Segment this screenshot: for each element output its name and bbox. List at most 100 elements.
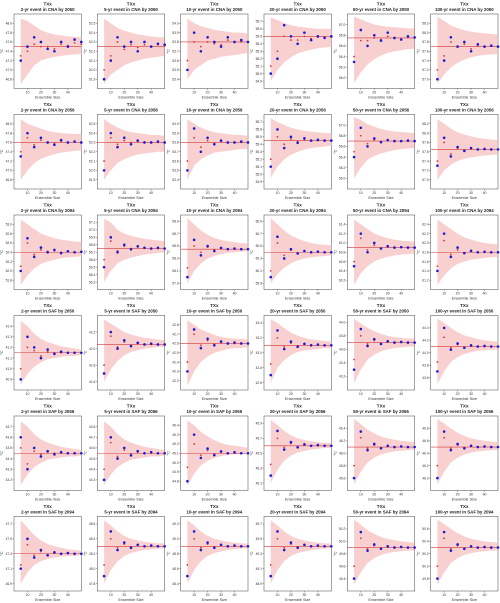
y-tick-label: 55.4 (256, 42, 263, 46)
x-tick-label: 10 (26, 593, 30, 597)
blue-point (19, 435, 23, 439)
y-tick-label: 45.1 (256, 481, 263, 485)
blue-point (53, 352, 56, 356)
blue-point (372, 33, 376, 37)
y-tick-label: 54.0 (172, 22, 179, 26)
red-point (436, 68, 439, 71)
y-axis-label: °C (0, 250, 4, 255)
blue-point (469, 146, 473, 150)
y-tick-label: 55.3 (256, 49, 263, 53)
y-tick-label: 46.4 (339, 427, 346, 431)
blue-point (442, 59, 446, 62)
x-tick-label: 30 (386, 392, 390, 396)
x-tick-label: 10 (276, 392, 280, 396)
blue-point (309, 344, 313, 347)
chart-subtitle: 100-yr event in SAF by 2094 (435, 510, 494, 515)
blue-point (282, 257, 286, 260)
chart-subtitle: 50-yr event in SAF by 2056 (353, 409, 409, 414)
red-point (443, 436, 446, 439)
x-tick-label: 10 (109, 191, 113, 195)
red-point (199, 146, 202, 148)
y-axis-label: °C (416, 551, 421, 556)
y-tick-label: 60.5 (256, 244, 263, 248)
blue-point (239, 38, 243, 42)
blue-point (219, 450, 223, 453)
red-point (353, 260, 355, 263)
blue-point (136, 139, 140, 142)
blue-point (386, 31, 390, 34)
blue-point (59, 450, 63, 454)
y-tick-label: 44.8 (89, 425, 96, 429)
uncertainty-band (187, 320, 248, 386)
chart-title: TXx (293, 203, 302, 208)
x-tick-label: 20 (372, 493, 376, 497)
y-tick-label: 41.1 (6, 356, 13, 360)
y-tick-label: 55.1 (256, 165, 263, 169)
chart-subtitle: 50-yr event in CNA by 2050 (353, 7, 410, 12)
red-point (226, 39, 229, 41)
blue-point (303, 443, 306, 446)
blue-point (489, 345, 493, 348)
blue-point (282, 347, 286, 351)
blue-point (246, 141, 250, 144)
uncertainty-band (354, 16, 415, 84)
blue-point (489, 546, 493, 549)
blue-point (192, 127, 196, 130)
y-tick-label: 47.7 (6, 522, 13, 526)
red-point (193, 245, 196, 247)
chart-title: TXx (293, 303, 302, 308)
chart-subtitle: 2-yr event in SAF by 2094 (21, 510, 75, 515)
red-point (109, 136, 112, 139)
blue-point (66, 551, 70, 555)
blue-point (330, 545, 333, 548)
red-point (290, 39, 292, 41)
blue-point (393, 445, 396, 449)
y-tick-label: 57.0 (339, 123, 346, 127)
red-point (276, 135, 279, 138)
blue-point (156, 451, 160, 455)
y-tick-label: 55.5 (256, 35, 263, 39)
red-point (130, 141, 132, 144)
y-tick-label: 55.3 (256, 150, 263, 154)
blue-point (122, 243, 126, 247)
blue-point (199, 150, 203, 154)
x-tick-label: 20 (39, 392, 43, 396)
y-tick-label: 60.9 (256, 219, 263, 223)
y-tick-label: 58.5 (172, 244, 179, 248)
x-tick-label: 20 (206, 493, 210, 497)
x-tick-label: 20 (122, 493, 126, 497)
y-tick-label: 55.1 (256, 64, 263, 68)
x-tick-label: 40 (66, 91, 70, 95)
blue-point (323, 139, 326, 142)
y-tick-label: 43.2 (339, 375, 346, 379)
x-tick-label: 30 (469, 392, 473, 396)
x-axis-label: Ensemble Size (452, 196, 477, 200)
blue-point (239, 342, 243, 345)
blue-point (489, 148, 493, 151)
blue-point (483, 147, 486, 151)
blue-point (219, 246, 223, 250)
chart-subtitle: 100-yr event in SAF by 2056 (435, 409, 494, 414)
red-point (436, 565, 439, 568)
uncertainty-band (354, 318, 415, 384)
blue-point (199, 346, 203, 350)
y-tick-label: 44.0 (422, 351, 429, 355)
blue-point (352, 60, 356, 64)
y-tick-label: 58.0 (422, 131, 429, 135)
blue-point (109, 131, 113, 135)
blue-point (282, 146, 286, 150)
x-tick-label: 40 (399, 593, 403, 597)
x-tick-label: 10 (192, 593, 196, 597)
red-point (303, 35, 306, 38)
blue-point (239, 545, 243, 548)
x-axis-label: Ensemble Size (368, 598, 393, 602)
chart-subtitle: 50-yr event in CNA by 2056 (353, 108, 410, 113)
blue-point (39, 548, 43, 552)
y-tick-label: 44.3 (89, 478, 96, 482)
blue-point (199, 548, 203, 552)
blue-point (129, 247, 133, 251)
blue-point (469, 249, 473, 253)
